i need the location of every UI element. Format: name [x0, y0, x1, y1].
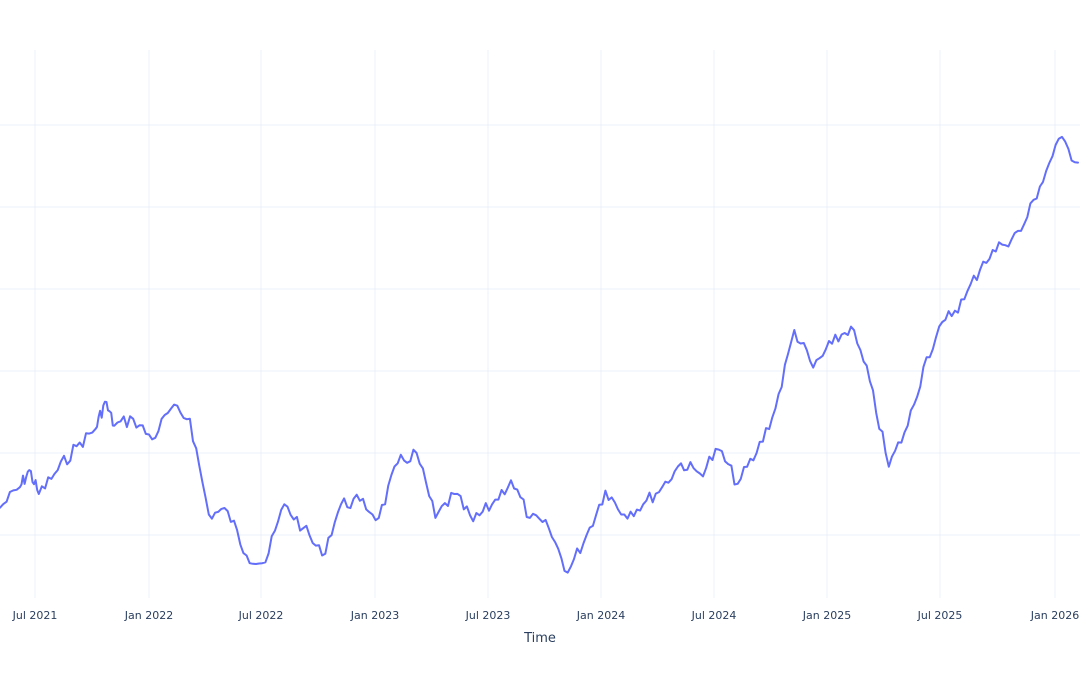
x-axis-tick-labels: Jul 2021 Jan 2022 Jul 2022 Jan 2023 Jul 2023…: [12, 609, 1080, 622]
vertical-gridlines: [34, 50, 1056, 598]
x-tick-label: Jul 2021: [12, 609, 58, 622]
x-tick-label: Jul 2022: [238, 609, 284, 622]
x-tick-label: Jan 2026: [1030, 609, 1079, 622]
x-tick-label: Jul 2025: [917, 609, 963, 622]
series-line: [0, 135, 1079, 574]
x-tick-label: Jul 2024: [691, 609, 737, 622]
x-tick-label: Jan 2025: [802, 609, 851, 622]
x-tick-label: Jan 2024: [576, 609, 625, 622]
horizontal-gridlines: [0, 124, 1080, 536]
x-tick-label: Jan 2023: [350, 609, 399, 622]
x-tick-label: Jul 2023: [465, 609, 511, 622]
x-tick-label: Jan 2022: [124, 609, 173, 622]
x-axis-title: Time: [523, 631, 556, 646]
